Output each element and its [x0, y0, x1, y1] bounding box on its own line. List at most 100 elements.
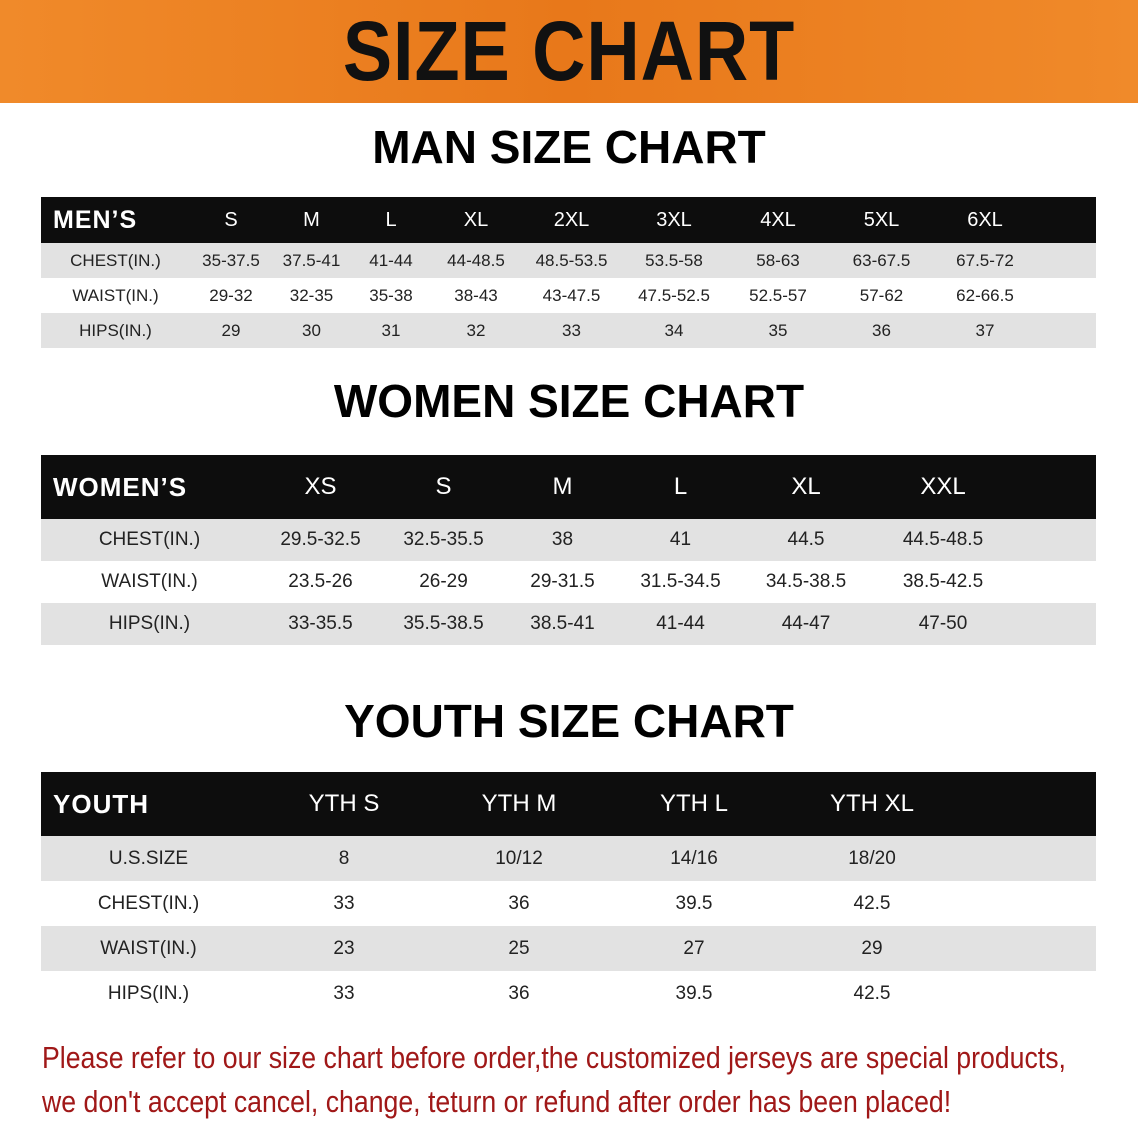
measurement-cell: 35-38 [351, 278, 431, 313]
measurement-cell: 29.5-32.5 [258, 519, 383, 561]
empty-cell [962, 881, 1096, 926]
empty-cell [962, 926, 1096, 971]
measurement-cell: 44.5 [740, 519, 872, 561]
row-label: CHEST(IN.) [41, 519, 258, 561]
row-label: WAIST(IN.) [41, 926, 256, 971]
measurement-cell: 63-67.5 [830, 243, 933, 278]
empty-header-cell [962, 772, 1096, 836]
size-header: L [351, 197, 431, 243]
measurement-cell: 44-48.5 [431, 243, 521, 278]
row-label: HIPS(IN.) [41, 313, 190, 348]
women-section-title: WOMEN SIZE CHART [333, 375, 805, 427]
measurement-cell: 52.5-57 [726, 278, 830, 313]
size-header: M [272, 197, 351, 243]
measurement-cell: 38.5-42.5 [872, 561, 1014, 603]
empty-cell [962, 836, 1096, 881]
measurement-cell: 14/16 [606, 836, 782, 881]
table-row: CHEST(IN.) 35-37.5 37.5-41 41-44 44-48.5 48.5… [41, 243, 1096, 278]
measurement-cell: 27 [606, 926, 782, 971]
table-row: WAIST(IN.) 29-32 32-35 35-38 38-43 43-47.5 47.… [41, 278, 1096, 313]
measurement-cell: 32-35 [272, 278, 351, 313]
measurement-cell: 29 [190, 313, 272, 348]
empty-cell [1037, 313, 1096, 348]
notice-line-2: we don't accept cancel, change, teturn o… [42, 1084, 952, 1119]
header-row: WOMEN’S XS S M L XL XXL [41, 455, 1096, 519]
measurement-cell: 33 [256, 971, 432, 1016]
measurement-cell: 35-37.5 [190, 243, 272, 278]
youth-section-title: YOUTH SIZE CHART [344, 695, 794, 747]
header-row: MEN’S S M L XL 2XL 3XL 4XL 5XL 6XL [41, 197, 1096, 243]
size-header: S [190, 197, 272, 243]
row-label: CHEST(IN.) [41, 243, 190, 278]
table-header-label: WOMEN’S [41, 455, 258, 519]
measurement-cell: 31.5-34.5 [621, 561, 740, 603]
measurement-cell: 33-35.5 [258, 603, 383, 645]
measurement-cell: 47.5-52.5 [622, 278, 726, 313]
measurement-cell: 31 [351, 313, 431, 348]
empty-cell [1014, 603, 1096, 645]
measurement-cell: 23.5-26 [258, 561, 383, 603]
notice-line-1: Please refer to our size chart before or… [42, 1040, 1066, 1075]
empty-cell [1014, 561, 1096, 603]
empty-header-cell [1014, 455, 1096, 519]
size-header: YTH XL [782, 772, 962, 836]
measurement-cell: 32 [431, 313, 521, 348]
row-label: CHEST(IN.) [41, 881, 256, 926]
measurement-cell: 41-44 [621, 603, 740, 645]
measurement-cell: 37.5-41 [272, 243, 351, 278]
men-section-title: MAN SIZE CHART [372, 121, 766, 173]
measurement-cell: 43-47.5 [521, 278, 622, 313]
empty-cell [1014, 519, 1096, 561]
banner-title: SIZE CHART [342, 4, 796, 98]
size-header: M [504, 455, 621, 519]
measurement-cell: 8 [256, 836, 432, 881]
measurement-cell: 25 [432, 926, 606, 971]
measurement-cell: 30 [272, 313, 351, 348]
size-header: 4XL [726, 197, 830, 243]
row-label: HIPS(IN.) [41, 971, 256, 1016]
measurement-cell: 33 [256, 881, 432, 926]
measurement-cell: 67.5-72 [933, 243, 1037, 278]
banner: SIZE CHART [0, 0, 1138, 103]
measurement-cell: 35.5-38.5 [383, 603, 504, 645]
empty-cell [1037, 278, 1096, 313]
empty-cell [1037, 243, 1096, 278]
measurement-cell: 58-63 [726, 243, 830, 278]
size-header: L [621, 455, 740, 519]
measurement-cell: 39.5 [606, 881, 782, 926]
header-row: YOUTH YTH S YTH M YTH L YTH XL [41, 772, 1096, 836]
measurement-cell: 44-47 [740, 603, 872, 645]
table-row: CHEST(IN.) 29.5-32.5 32.5-35.5 38 41 44.5 44.5… [41, 519, 1096, 561]
measurement-cell: 44.5-48.5 [872, 519, 1014, 561]
measurement-cell: 18/20 [782, 836, 962, 881]
size-header: 2XL [521, 197, 622, 243]
row-label: HIPS(IN.) [41, 603, 258, 645]
measurement-cell: 38-43 [431, 278, 521, 313]
table-header-label: YOUTH [41, 772, 256, 836]
table-header-label: MEN’S [41, 197, 190, 243]
measurement-cell: 41-44 [351, 243, 431, 278]
size-header: XL [431, 197, 521, 243]
size-header: XL [740, 455, 872, 519]
table-row: CHEST(IN.) 33 36 39.5 42.5 [41, 881, 1096, 926]
youth-size-table: YOUTH YTH S YTH M YTH L YTH XL U.S.SIZE 8 10/12… [41, 772, 1096, 1016]
measurement-cell: 53.5-58 [622, 243, 726, 278]
measurement-cell: 36 [432, 881, 606, 926]
size-header: YTH S [256, 772, 432, 836]
size-header: YTH M [432, 772, 606, 836]
measurement-cell: 57-62 [830, 278, 933, 313]
measurement-cell: 39.5 [606, 971, 782, 1016]
table-row: HIPS(IN.) 29 30 31 32 33 34 35 36 37 [41, 313, 1096, 348]
measurement-cell: 35 [726, 313, 830, 348]
empty-header-cell [1037, 197, 1096, 243]
measurement-cell: 34 [622, 313, 726, 348]
table-row: WAIST(IN.) 23 25 27 29 [41, 926, 1096, 971]
measurement-cell: 47-50 [872, 603, 1014, 645]
size-header: 6XL [933, 197, 1037, 243]
measurement-cell: 32.5-35.5 [383, 519, 504, 561]
table-row: HIPS(IN.) 33-35.5 35.5-38.5 38.5-41 41-44 44-… [41, 603, 1096, 645]
empty-cell [962, 971, 1096, 1016]
measurement-cell: 36 [830, 313, 933, 348]
measurement-cell: 38 [504, 519, 621, 561]
row-label: U.S.SIZE [41, 836, 256, 881]
